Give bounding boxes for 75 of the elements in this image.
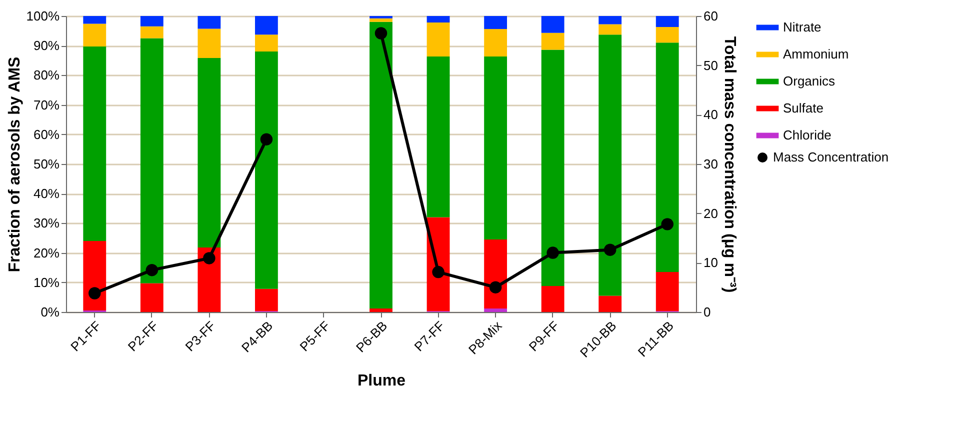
legend-label: Chloride bbox=[783, 128, 832, 142]
y-tick-label: 80% bbox=[33, 68, 60, 83]
bar bbox=[255, 16, 278, 35]
bar bbox=[598, 296, 622, 312]
point bbox=[489, 281, 502, 294]
bar bbox=[83, 16, 106, 24]
point bbox=[546, 246, 559, 259]
bar bbox=[484, 308, 507, 312]
bar bbox=[140, 16, 164, 26]
bar bbox=[83, 24, 106, 46]
bar bbox=[541, 286, 564, 312]
bar bbox=[656, 42, 679, 272]
bar bbox=[198, 28, 221, 58]
bar bbox=[656, 26, 679, 43]
x-axis-title: Plume bbox=[357, 372, 406, 390]
y-tick-label: 40% bbox=[33, 186, 60, 202]
y2-tick-label: 60 bbox=[704, 8, 718, 24]
bar bbox=[83, 46, 106, 241]
bar bbox=[541, 32, 564, 50]
bar bbox=[370, 18, 392, 22]
bar bbox=[198, 16, 221, 29]
y-tick-label: 20% bbox=[33, 245, 60, 260]
bar bbox=[255, 288, 278, 312]
y-axis-title: Fraction of aerosols by AMS bbox=[6, 56, 24, 272]
y-tick-label: 100% bbox=[26, 8, 60, 24]
bar bbox=[83, 240, 106, 311]
y-tick-label: 0% bbox=[40, 304, 60, 320]
bar bbox=[255, 52, 278, 289]
bar bbox=[140, 38, 164, 284]
bar bbox=[426, 16, 450, 23]
y2-tick-label: 50 bbox=[704, 58, 718, 73]
legend-label: Organics bbox=[783, 74, 836, 88]
bar bbox=[656, 16, 679, 27]
point bbox=[146, 264, 158, 276]
y2-tick-label: 40 bbox=[704, 107, 718, 122]
bar bbox=[541, 16, 564, 33]
point bbox=[203, 252, 216, 264]
y2-tick-label: 20 bbox=[704, 206, 718, 221]
y-tick-label: 90% bbox=[33, 38, 60, 54]
bar bbox=[426, 22, 450, 57]
bar bbox=[140, 26, 164, 38]
bar bbox=[140, 283, 164, 312]
bar bbox=[656, 272, 679, 312]
point bbox=[88, 287, 101, 300]
point bbox=[661, 218, 674, 230]
legend-label: Nitrate bbox=[783, 20, 822, 34]
y-tick-label: 30% bbox=[33, 216, 60, 231]
y-tick-label: 10% bbox=[33, 274, 60, 290]
bar bbox=[484, 56, 507, 240]
point bbox=[432, 266, 444, 278]
bar bbox=[198, 58, 221, 248]
y2-axis-title: Total mass concentration (μg m⁻³) bbox=[720, 36, 738, 293]
y2-tick-label: 30 bbox=[704, 156, 718, 172]
bar bbox=[598, 34, 622, 296]
y-tick-label: 50% bbox=[33, 156, 60, 172]
bar bbox=[370, 308, 392, 312]
bar bbox=[370, 22, 392, 308]
y-tick-label: 60% bbox=[33, 126, 60, 142]
bar bbox=[484, 29, 507, 57]
y2-tick-label: 0 bbox=[704, 304, 711, 320]
bar bbox=[255, 34, 278, 52]
bar bbox=[484, 16, 507, 30]
bar bbox=[598, 24, 622, 35]
y2-tick-label: 10 bbox=[704, 255, 718, 270]
point bbox=[260, 133, 273, 146]
legend-label: Ammonium bbox=[783, 46, 849, 62]
legend-label: Mass Concentration bbox=[773, 150, 889, 164]
bar bbox=[426, 56, 450, 218]
y-tick-label: 70% bbox=[33, 97, 60, 112]
point bbox=[374, 27, 388, 40]
point bbox=[604, 244, 616, 256]
bar bbox=[541, 50, 564, 286]
bar bbox=[484, 239, 507, 308]
bar bbox=[598, 16, 622, 24]
legend-label: Sulfate bbox=[783, 100, 824, 116]
